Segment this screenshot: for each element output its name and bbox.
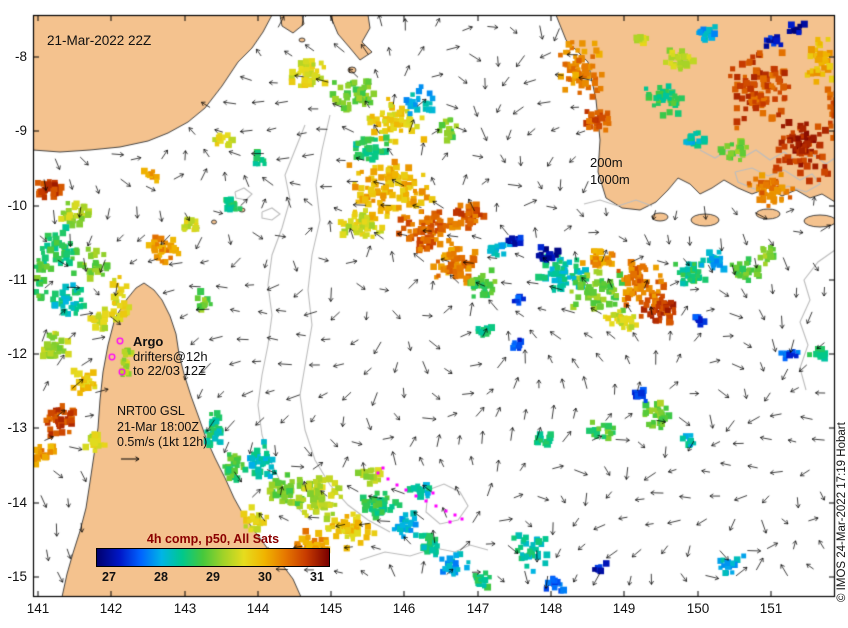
x-tick-label: 145 (319, 601, 343, 616)
x-tick-label: 141 (26, 601, 50, 616)
x-tick-label: 151 (759, 601, 783, 616)
argo-until-line: to 22/03 12Z (133, 363, 206, 378)
current-field-annotation: NRT00 GSL 21-Mar 18:00Z 0.5m/s (1kt 12h) (117, 404, 207, 451)
copyright-label: © IMOS 24-Mar-2022 17:19 Hobart (836, 422, 848, 602)
x-axis: 141 142 143 144 145 146 147 148 149 150 151 (0, 601, 848, 621)
colorbar-ticks: 27 28 29 30 31 (96, 570, 330, 586)
colorbar-title: 4h comp, p50, All Sats (146, 532, 280, 546)
nrt-time-label: 21-Mar 18:00Z (117, 419, 199, 434)
y-tick-label: -9 (14, 123, 27, 138)
depth-1000m-label: 1000m (590, 172, 630, 187)
x-tick-label: 147 (466, 601, 490, 616)
y-tick-label: -8 (14, 49, 27, 64)
x-tick-label: 143 (173, 601, 197, 616)
colorbar-tick-label: 29 (206, 570, 220, 584)
datetime-label: 21-Mar-2022 22Z (47, 33, 152, 48)
colorbar-tick-label: 27 (102, 570, 116, 584)
y-tick-label: -12 (7, 346, 27, 361)
y-tick-label: -15 (7, 569, 27, 584)
y-tick-label: -13 (7, 420, 27, 435)
nrt-scale-label: 0.5m/s (1kt 12h) (117, 435, 208, 449)
x-tick-label: 149 (612, 601, 636, 616)
x-tick-label: 148 (539, 601, 563, 616)
x-tick-label: 142 (99, 601, 123, 616)
x-tick-label: 150 (686, 601, 710, 616)
colorbar-tick-label: 31 (310, 570, 324, 584)
colorbar: 4h comp, p50, All Sats 27 28 29 30 31 (96, 532, 330, 586)
bathymetry-legend: 200m 1000m (590, 154, 630, 188)
x-tick-label: 144 (246, 601, 270, 616)
y-tick-label: -10 (7, 198, 27, 213)
colorbar-tick-label: 30 (258, 570, 272, 584)
y-tick-label: -14 (7, 495, 27, 510)
argo-annotation: Argo drifters@12h to 22/03 12Z (133, 334, 208, 379)
argo-title: Argo (133, 334, 164, 349)
nrt-product-label: NRT00 GSL (117, 404, 185, 418)
y-axis: -8 -9 -10 -11 -12 -13 -14 -15 (0, 0, 30, 628)
colorbar-tick-label: 28 (154, 570, 168, 584)
x-tick-label: 146 (392, 601, 416, 616)
y-tick-label: -11 (8, 272, 27, 287)
argo-drifters-line: drifters@12h (133, 348, 208, 364)
depth-200m-label: 200m (590, 155, 623, 170)
colorbar-gradient (96, 548, 330, 567)
